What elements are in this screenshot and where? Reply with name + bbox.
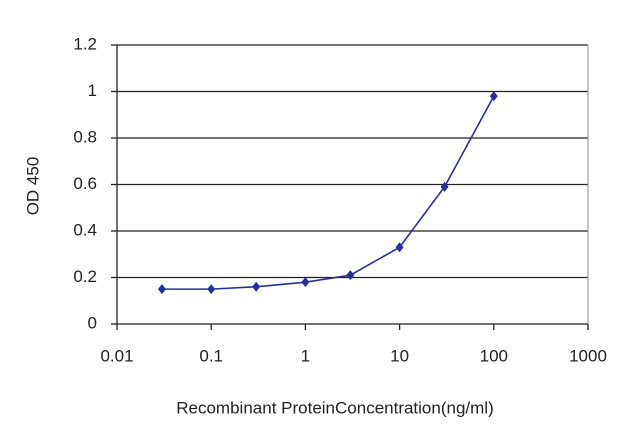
x-tick-label: 0.1 xyxy=(199,346,223,365)
y-axis-label: OD 450 xyxy=(23,157,42,216)
y-tick-label: 1.2 xyxy=(73,34,97,53)
y-tick-label: 0.4 xyxy=(73,220,97,239)
y-tick-label: 1 xyxy=(88,81,97,100)
x-axis-label: Recombinant ProteinConcentration(ng/ml) xyxy=(176,398,494,417)
data-point xyxy=(301,277,310,288)
x-tick-label: 10 xyxy=(390,346,409,365)
y-tick-label: 0.2 xyxy=(73,267,97,286)
data-point xyxy=(252,281,261,292)
x-tick-label: 1 xyxy=(301,346,310,365)
y-tick-label: 0 xyxy=(88,313,97,332)
data-point xyxy=(157,284,166,295)
y-tick-label: 0.8 xyxy=(73,127,97,146)
data-point xyxy=(489,91,498,102)
x-tick-label: 0.01 xyxy=(100,346,133,365)
x-tick-label: 1000 xyxy=(569,346,607,365)
x-tick-label: 100 xyxy=(480,346,508,365)
y-tick-label: 0.6 xyxy=(73,174,97,193)
data-point xyxy=(395,242,404,253)
data-point xyxy=(207,284,216,295)
data-line xyxy=(161,95,495,290)
data-point xyxy=(346,270,355,281)
data-point xyxy=(440,181,449,192)
